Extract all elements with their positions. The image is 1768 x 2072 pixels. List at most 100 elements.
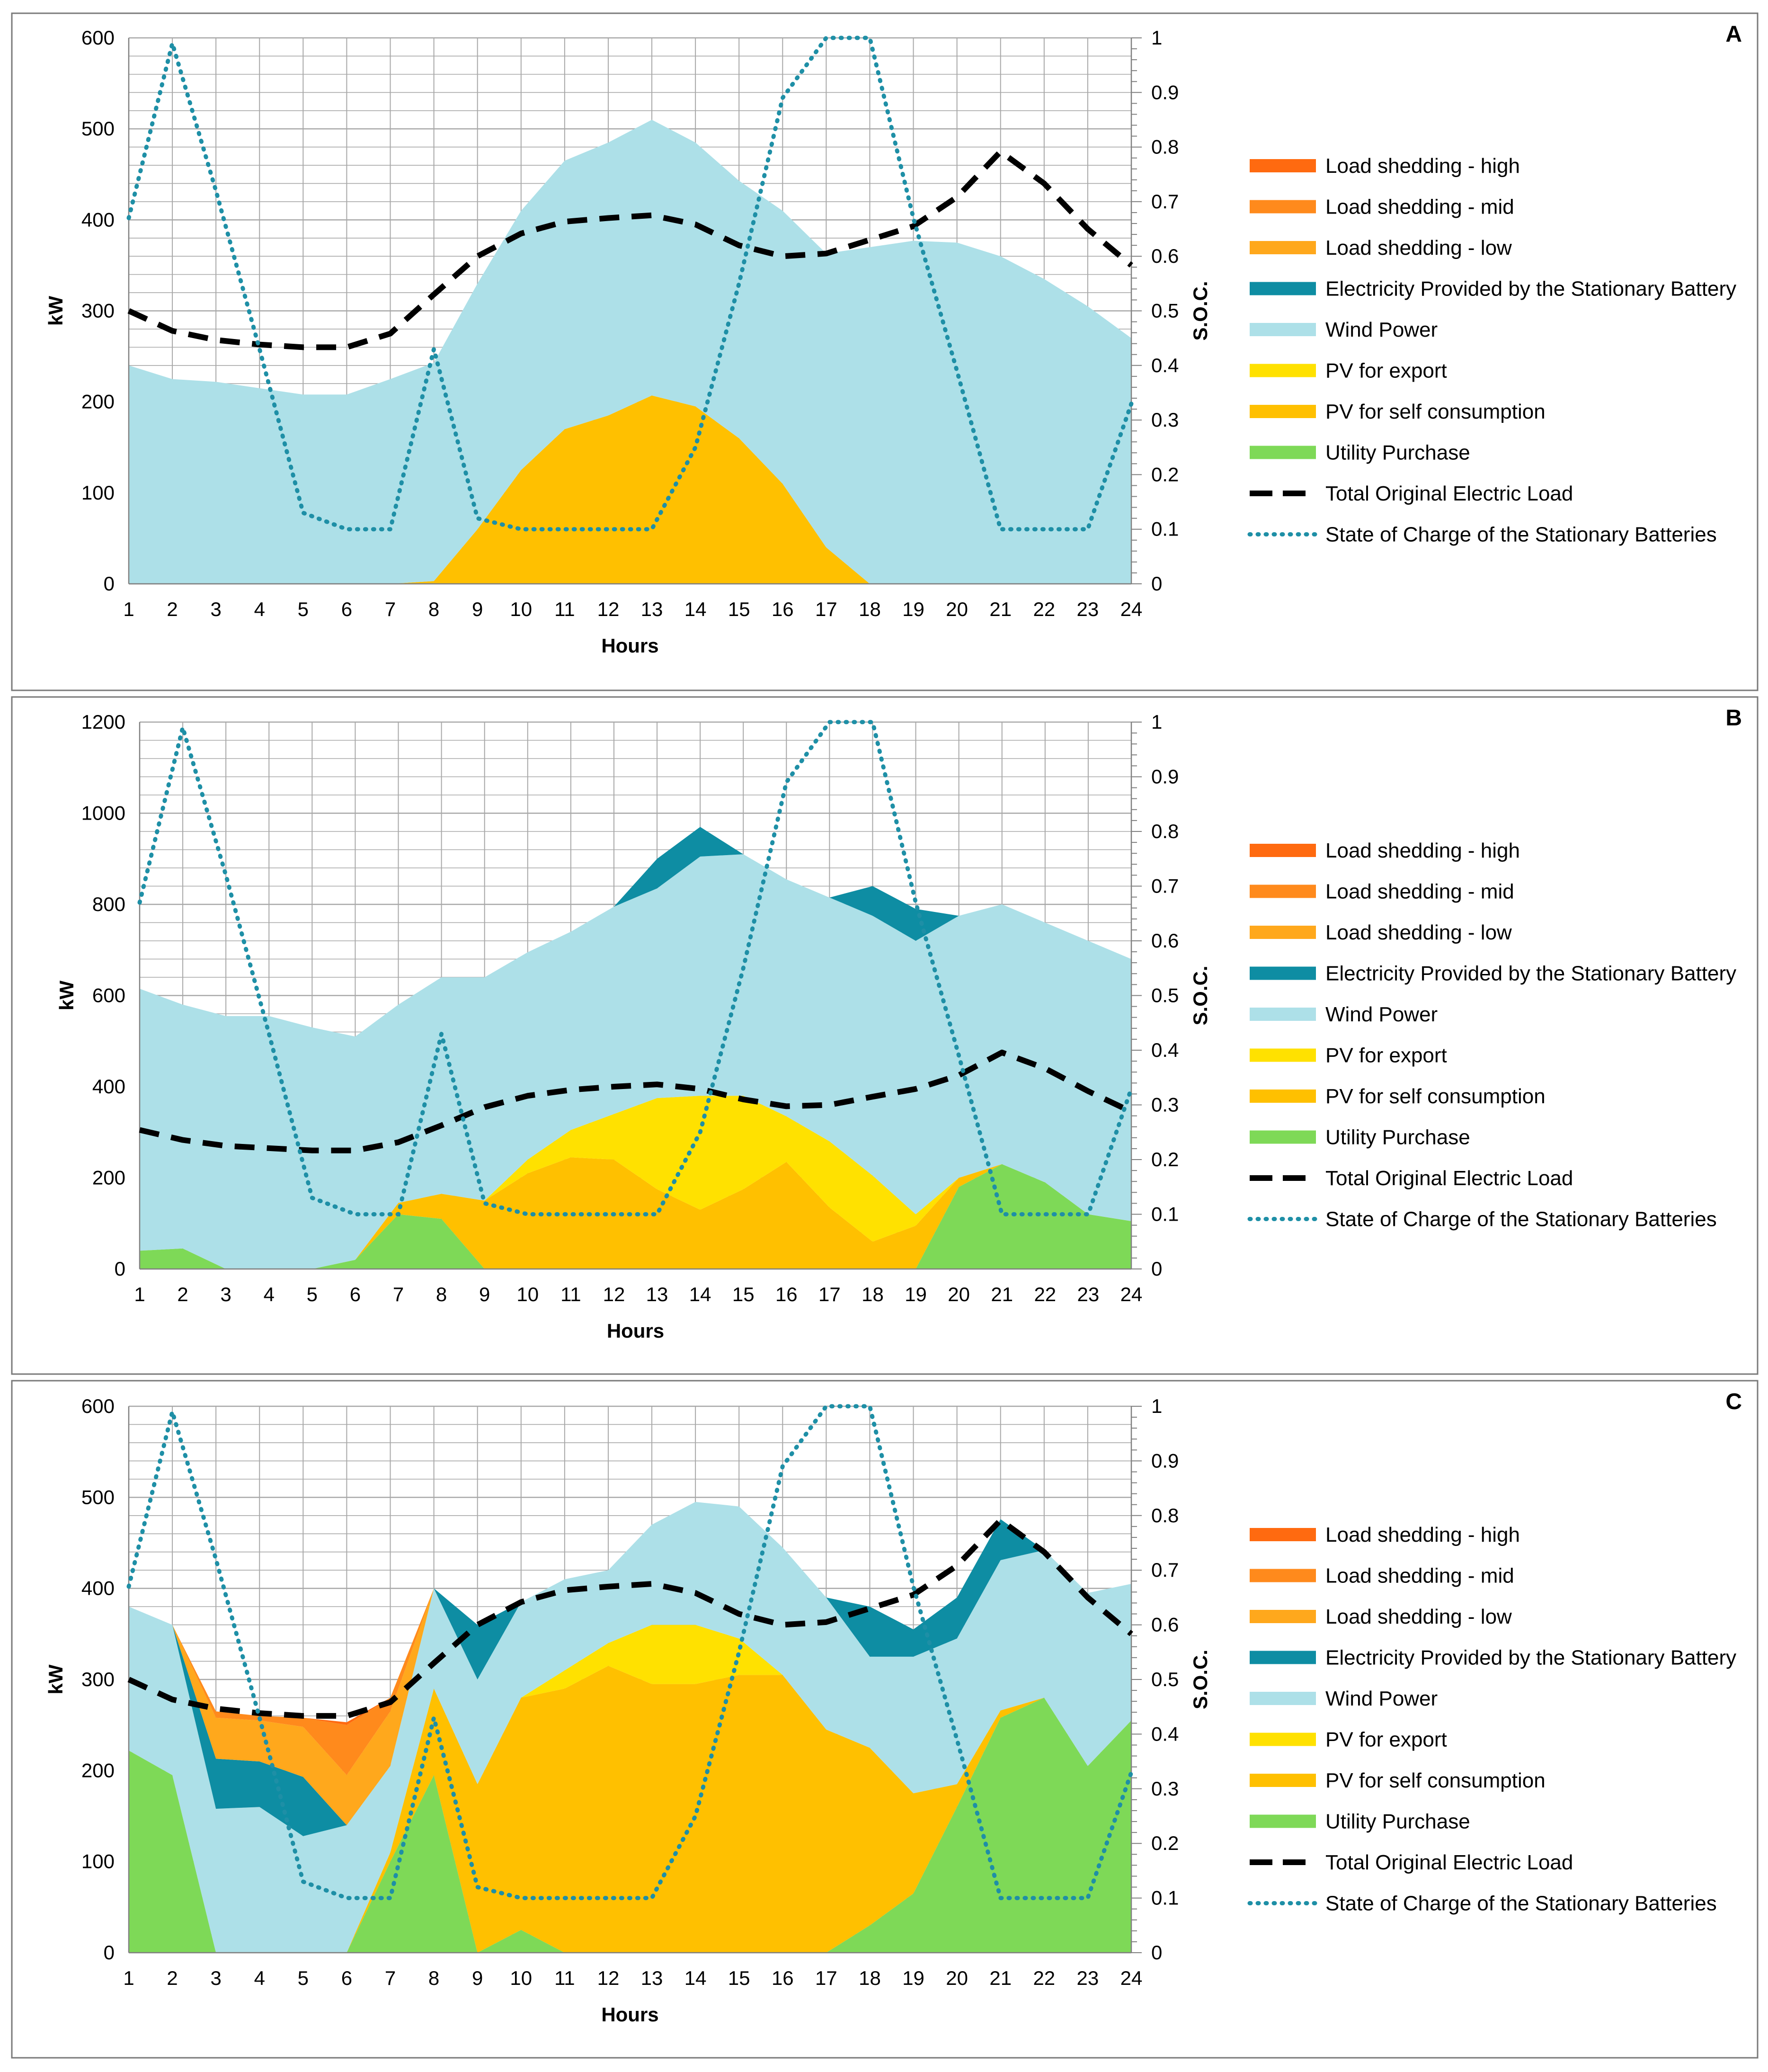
x-tick-label: 9 <box>472 598 483 620</box>
legend-swatch-shed_mid <box>1250 200 1316 214</box>
chart-panel-B: 0 200 400 600 800 1000 1200 0 0.1 0.2 0.3 0.4 0.5 0.6… <box>11 696 1759 1375</box>
x-tick-label: 12 <box>597 1967 620 1989</box>
y2-tick-label: 0.9 <box>1151 1449 1179 1472</box>
x-tick-label: 6 <box>350 1283 361 1305</box>
x-tick-label: 11 <box>554 1967 575 1989</box>
y2-tick-label: 0.6 <box>1151 929 1179 952</box>
area-utility <box>129 1697 1131 1953</box>
legend-label-shed_high: Load shedding - high <box>1325 1523 1520 1546</box>
x-tick-label: 12 <box>603 1283 625 1305</box>
y2-tick-label: 0.5 <box>1151 984 1179 1007</box>
legend-swatch-wind <box>1250 1692 1316 1705</box>
legend-swatch-pv_self <box>1250 1774 1316 1787</box>
stacked-areas <box>129 119 1131 584</box>
y2-tick-label: 0 <box>1151 1941 1162 1964</box>
axes: 0 100 200 300 400 500 600 0 0.1 0.2 0.3 0.4 0.5 0.6 0.… <box>44 1395 1211 2026</box>
legend-label-utility: Utility Purchase <box>1325 1126 1470 1149</box>
x-tick-label: 20 <box>946 1967 968 1989</box>
y2-tick-label: 0.8 <box>1151 136 1179 158</box>
x-tick-label: 23 <box>1077 1967 1099 1989</box>
legend-swatch-battery <box>1250 1651 1316 1664</box>
x-tick-label: 16 <box>772 1967 794 1989</box>
y-tick-label: 400 <box>92 1075 125 1098</box>
legend-swatch-utility <box>1250 1130 1316 1144</box>
x-tick-label: 16 <box>775 1283 798 1305</box>
legend-label-pv_export: PV for export <box>1325 1728 1447 1751</box>
area-wind <box>129 1501 1131 1953</box>
y-tick-label: 200 <box>81 1759 115 1781</box>
x-tick-label: 24 <box>1120 1967 1143 1989</box>
x-tick-label: 22 <box>1033 598 1055 620</box>
legend-label-shed_low: Load shedding - low <box>1325 1605 1512 1628</box>
y-tick-label: 400 <box>81 208 115 231</box>
y-tick-label: 600 <box>81 27 115 49</box>
y2-tick-label: 0.7 <box>1151 1559 1179 1581</box>
x-tick-label: 19 <box>905 1283 927 1305</box>
line-soc <box>126 1403 1134 1901</box>
y2-axis-title: S.O.C. <box>1189 281 1211 340</box>
x-tick-label: 3 <box>210 1967 221 1989</box>
legend-swatch-shed_high <box>1250 159 1316 172</box>
legend-label-load: Total Original Electric Load <box>1325 482 1573 505</box>
area-pv_self <box>129 1666 1131 1953</box>
y-tick-label: 500 <box>81 1486 115 1508</box>
y2-tick-label: 0.7 <box>1151 190 1179 213</box>
y-tick-label: 0 <box>104 1941 115 1964</box>
y2-tick-label: 0.6 <box>1151 245 1179 267</box>
line-soc <box>137 719 1134 1216</box>
y2-tick-label: 0.3 <box>1151 1777 1179 1800</box>
x-tick-label: 12 <box>597 598 620 620</box>
y2-tick-label: 0.7 <box>1151 875 1179 897</box>
y2-tick-label: 0.1 <box>1151 518 1179 540</box>
x-tick-label: 23 <box>1077 598 1099 620</box>
x-tick-label: 3 <box>220 1283 231 1305</box>
legend-swatch-pv_export <box>1250 1733 1316 1746</box>
legend-label-shed_high: Load shedding - high <box>1325 839 1520 862</box>
x-tick-label: 6 <box>341 1967 352 1989</box>
chart-panel-C: 0 100 200 300 400 500 600 0 0.1 0.2 0.3 0.4 0.5 0.6 0.… <box>11 1380 1759 2059</box>
x-tick-label: 4 <box>254 1967 265 1989</box>
x-tick-label: 5 <box>298 598 309 620</box>
legend-label-load: Total Original Electric Load <box>1325 1167 1573 1190</box>
x-tick-label: 6 <box>341 598 352 620</box>
legend-swatch-shed_low <box>1250 241 1316 254</box>
y2-tick-label: 0.8 <box>1151 820 1179 842</box>
y2-tick-label: 0.9 <box>1151 81 1179 103</box>
y2-tick-label: 0 <box>1151 572 1162 595</box>
y-tick-label: 800 <box>92 893 125 915</box>
y-tick-label: 300 <box>81 300 115 322</box>
legend-label-battery: Electricity Provided by the Stationary B… <box>1325 277 1736 301</box>
x-tick-label: 7 <box>385 598 396 620</box>
y-tick-label: 1000 <box>81 802 125 824</box>
x-tick-label: 21 <box>989 598 1012 620</box>
x-tick-label: 24 <box>1120 1283 1143 1305</box>
axes: 0 100 200 300 400 500 600 0 0.1 0.2 0.3 0.4 0.5 0.6 0.… <box>44 27 1211 657</box>
chart-panel-A: 0 100 200 300 400 500 600 0 0.1 0.2 0.3 0.4 0.5 0.6 0.… <box>11 12 1759 691</box>
legend-label-pv_export: PV for export <box>1325 359 1447 383</box>
x-tick-label: 17 <box>815 1967 837 1989</box>
x-axis-title: Hours <box>607 1320 664 1342</box>
legend-swatch-pv_export <box>1250 1048 1316 1062</box>
y-tick-label: 600 <box>81 1395 115 1417</box>
y2-tick-label: 0.2 <box>1151 463 1179 485</box>
x-tick-label: 13 <box>641 1967 663 1989</box>
panel-label: B <box>1725 706 1742 731</box>
legend-label-soc: State of Charge of the Stationary Batter… <box>1325 1892 1717 1915</box>
y-tick-label: 500 <box>81 117 115 140</box>
x-tick-label: 15 <box>732 1283 755 1305</box>
x-tick-label: 22 <box>1034 1283 1056 1305</box>
legend-label-shed_low: Load shedding - low <box>1325 236 1512 259</box>
y-tick-label: 100 <box>81 1850 115 1873</box>
line-total-load <box>139 1049 1133 1153</box>
x-tick-label: 8 <box>428 598 439 620</box>
area-wind <box>140 854 1131 1269</box>
x-tick-label: 14 <box>684 1967 707 1989</box>
y-axis-title: kW <box>55 981 78 1010</box>
y2-axis-title: S.O.C. <box>1189 965 1211 1025</box>
legend-swatch-battery <box>1250 282 1316 295</box>
x-tick-label: 2 <box>167 598 178 620</box>
legend-swatch-shed_high <box>1250 1528 1316 1541</box>
y2-tick-label: 0.8 <box>1151 1504 1179 1527</box>
x-axis-title: Hours <box>601 634 658 657</box>
x-tick-label: 24 <box>1120 598 1143 620</box>
